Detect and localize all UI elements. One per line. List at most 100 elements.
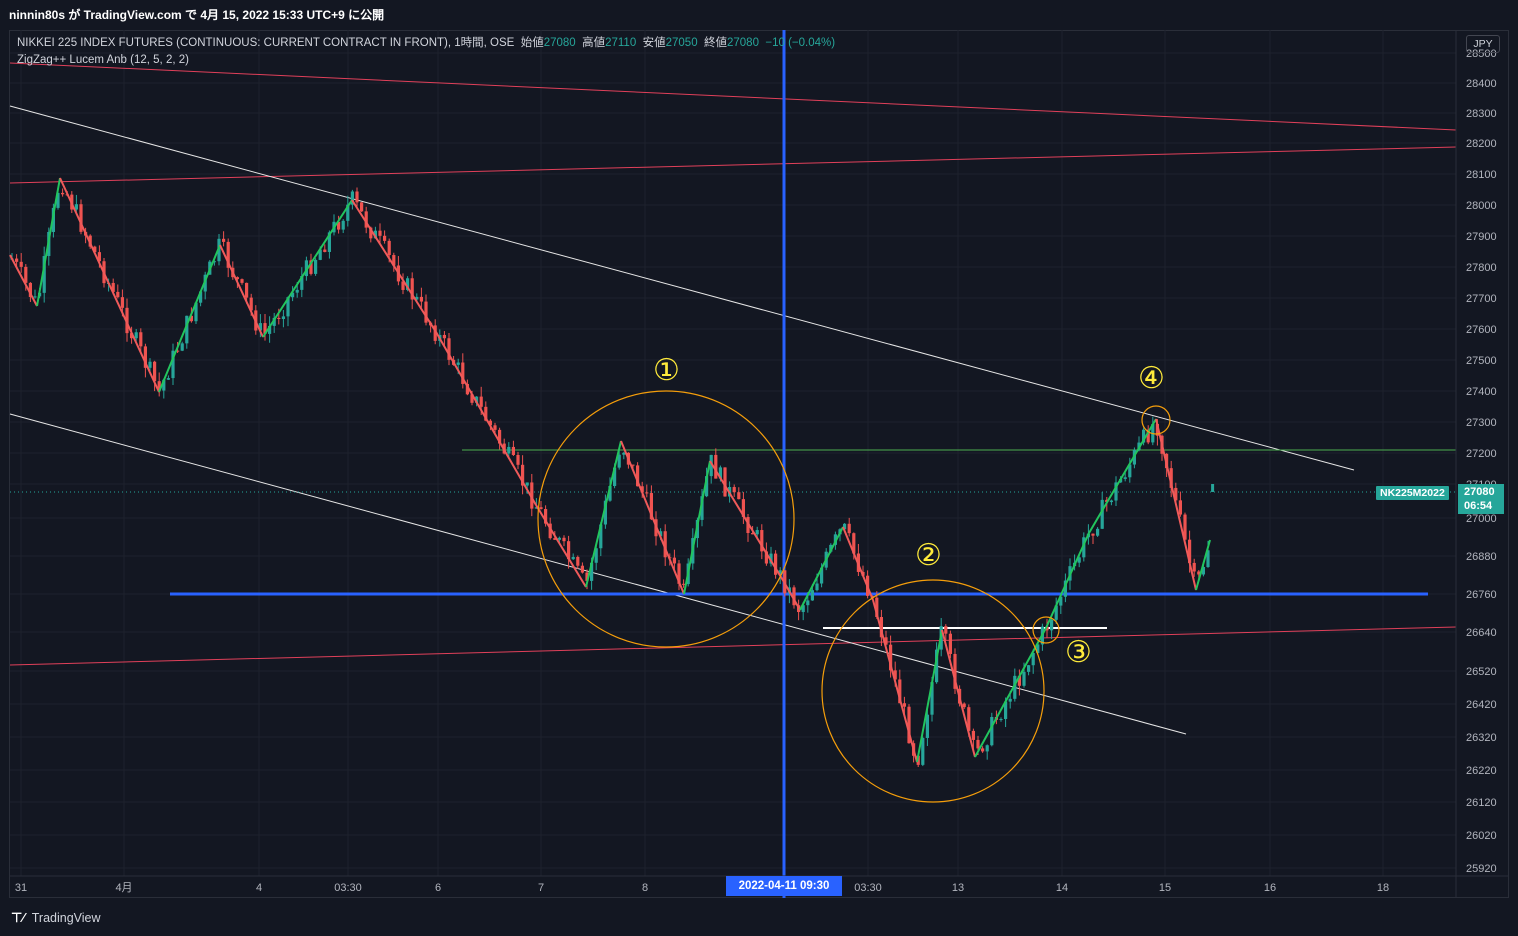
candle xyxy=(884,637,888,645)
legend-high-label: 高値 xyxy=(582,37,606,49)
candle xyxy=(465,383,469,395)
candle xyxy=(649,493,653,520)
candle xyxy=(1091,533,1095,536)
annotation-2: ② xyxy=(915,538,942,573)
candle xyxy=(1192,562,1196,572)
candle xyxy=(971,730,975,740)
tradingview-logo-icon[interactable]: ⊤⁄ xyxy=(11,910,25,925)
zigzag-segment xyxy=(709,460,785,583)
currency-badge[interactable]: JPY xyxy=(1466,35,1500,53)
time-tick-label: 6 xyxy=(435,882,441,894)
candle xyxy=(378,230,382,236)
time-tick-label: 31 xyxy=(15,882,27,894)
circle-4 xyxy=(1141,405,1171,435)
candle xyxy=(815,583,819,591)
candle xyxy=(751,533,755,535)
candle xyxy=(925,714,929,738)
candle xyxy=(194,302,198,322)
candle xyxy=(709,454,713,477)
candle xyxy=(153,361,157,382)
legend-indicator[interactable]: ZigZag++ Lucem Anb (12, 5, 2, 2) xyxy=(17,54,189,66)
candle xyxy=(663,531,667,558)
time-tick-label: 8 xyxy=(642,882,648,894)
candle xyxy=(479,396,483,407)
candle xyxy=(981,748,985,752)
candle xyxy=(852,533,856,554)
candle xyxy=(148,361,152,368)
price-tick-label: 27800 xyxy=(1466,262,1497,274)
candle xyxy=(557,537,561,540)
zigzag-segments xyxy=(9,177,1211,763)
candle xyxy=(111,282,115,292)
candle xyxy=(162,379,166,391)
candle xyxy=(544,509,548,524)
candle xyxy=(130,333,134,339)
candle xyxy=(548,523,552,539)
candle xyxy=(15,258,19,262)
candle xyxy=(534,507,538,509)
legend-open-label: 始値 xyxy=(520,37,544,49)
candle xyxy=(337,221,341,230)
zigzag-segment xyxy=(158,244,221,393)
candle xyxy=(245,282,249,298)
price-tick-label: 27700 xyxy=(1466,293,1497,305)
candle xyxy=(580,565,584,573)
circle-3 xyxy=(1032,616,1060,644)
candle xyxy=(603,500,607,525)
zigzag-segment xyxy=(262,199,353,338)
candle xyxy=(355,191,359,203)
candle xyxy=(732,487,736,493)
candle xyxy=(79,204,83,232)
candle xyxy=(61,192,65,195)
candle xyxy=(1201,567,1205,575)
candle xyxy=(944,626,948,634)
candle xyxy=(226,241,230,268)
time-tick-label: 03:30 xyxy=(334,882,362,894)
candle xyxy=(608,486,612,501)
time-tick-label: 03:30 xyxy=(854,882,882,894)
red-channel-bottom-line xyxy=(9,626,1457,666)
candle xyxy=(314,259,318,274)
price-tick-label: 27500 xyxy=(1466,355,1497,367)
footer-brand[interactable]: TradingView xyxy=(31,911,101,925)
candle xyxy=(640,486,644,493)
candle xyxy=(309,260,313,274)
last-price: 27080 xyxy=(1464,486,1495,498)
candle xyxy=(553,538,557,540)
candle xyxy=(157,381,161,391)
candle xyxy=(364,211,368,228)
candle xyxy=(1174,487,1178,501)
candle xyxy=(199,291,203,303)
annotation-labels: ① ② ③ ④ xyxy=(653,353,1165,670)
legend-symbol: NIKKEI 225 INDEX FUTURES (CONTINUOUS: CU… xyxy=(17,37,515,49)
price-tick-label: 26120 xyxy=(1466,797,1497,809)
candle xyxy=(1146,429,1150,443)
candle xyxy=(268,325,272,334)
candle xyxy=(166,378,170,380)
candle xyxy=(304,260,308,277)
candle xyxy=(369,227,373,239)
candle xyxy=(461,362,465,384)
candle xyxy=(847,523,851,534)
candle xyxy=(433,325,437,341)
candle xyxy=(240,279,244,283)
candle xyxy=(143,346,147,368)
candle xyxy=(410,278,414,300)
candle xyxy=(176,350,180,352)
candle xyxy=(1109,500,1113,503)
time-tick-label: 13 xyxy=(952,882,964,894)
price-tick-label: 26640 xyxy=(1466,627,1497,639)
candle xyxy=(645,492,649,494)
candle xyxy=(300,276,304,290)
chart-legend: NIKKEI 225 INDEX FUTURES (CONTINUOUS: CU… xyxy=(17,35,835,69)
candle xyxy=(171,350,175,379)
candle xyxy=(801,605,805,613)
chart-frame[interactable] xyxy=(9,30,1509,898)
candle xyxy=(700,496,704,520)
red-channel-mid-line xyxy=(9,146,1457,184)
circle-1 xyxy=(537,390,795,648)
candle xyxy=(1050,619,1054,631)
candle xyxy=(567,541,571,560)
zigzag-segment xyxy=(1195,539,1211,591)
